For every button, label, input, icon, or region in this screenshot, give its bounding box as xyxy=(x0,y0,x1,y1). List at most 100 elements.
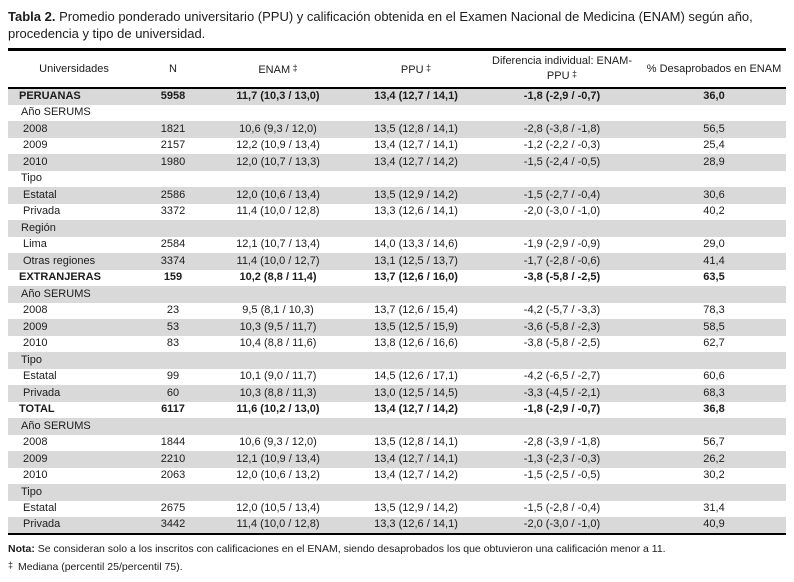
cell-n: 3374 xyxy=(160,254,186,267)
cell-n: 23 xyxy=(166,304,180,317)
column-header-universidades: Universidades xyxy=(39,62,109,75)
cell-diferencia: -4,2 (-5,7 / -3,3) xyxy=(523,304,601,317)
cell-enam: 12,0 (10,6 / 13,2) xyxy=(236,469,320,482)
cell-enam: 12,0 (10,6 / 13,4) xyxy=(236,188,320,201)
table-note: Nota: Se consideran solo a los inscritos… xyxy=(8,542,786,556)
cell-universidades: 2010 xyxy=(23,337,48,350)
cell-enam: 10,2 (8,8 / 11,4) xyxy=(239,271,317,284)
cell-universidades: Lima xyxy=(23,238,47,251)
section-row-regi-n: Región xyxy=(8,220,786,237)
cell-ppu: 13,4 (12,7 / 14,2) xyxy=(374,469,458,482)
table-body: PERUANAS 5958 11,7 (10,3 / 13,0) 13,4 (12,7… xyxy=(8,88,786,534)
cell-diferencia: -1,8 (-2,9 / -0,7) xyxy=(523,403,601,416)
cell-desaprobados: 68,3 xyxy=(703,386,725,399)
section-row-tipo: Tipo xyxy=(8,484,786,501)
cell-diferencia: -1,5 (-2,4 / -0,5) xyxy=(523,155,601,168)
cell-universidades: 2009 xyxy=(23,320,48,333)
cell-universidades: 2009 xyxy=(23,139,48,152)
cell-n: 5958 xyxy=(160,90,186,103)
dagger-footnote-text: Mediana (percentil 25/percentil 75). xyxy=(18,560,183,573)
table-row-estatal: Estatal 2586 12,0 (10,6 / 13,4) 13,5 (12,9 … xyxy=(8,187,786,204)
table-row-privada: Privada 3372 11,4 (10,0 / 12,8) 13,3 (12,6 … xyxy=(8,204,786,221)
cell-universidades: Estatal xyxy=(23,370,57,383)
cell-diferencia: -2,0 (-3,0 / -1,0) xyxy=(523,518,601,531)
cell-universidades: TOTAL xyxy=(19,403,55,416)
note-label: Nota: xyxy=(8,542,35,555)
table-row-2008: 2008 23 9,5 (8,1 / 10,3) 13,7 (12,6 / 15,4)… xyxy=(8,303,786,320)
cell-desaprobados: 29,0 xyxy=(703,238,725,251)
section-label: Año SERUMS xyxy=(21,106,91,119)
cell-ppu: 13,4 (12,7 / 14,1) xyxy=(374,452,458,465)
cell-n: 6117 xyxy=(161,403,185,416)
cell-enam: 10,4 (8,8 / 11,6) xyxy=(239,337,317,350)
cell-diferencia: -1,5 (-2,5 / -0,5) xyxy=(523,469,601,482)
cell-desaprobados: 30,6 xyxy=(703,188,725,201)
cell-universidades: 2010 xyxy=(23,469,48,482)
table-row-total: TOTAL 6117 11,6 (10,2 / 13,0) 13,4 (12,7 / … xyxy=(8,402,786,419)
cell-enam: 9,5 (8,1 / 10,3) xyxy=(242,304,314,317)
double-dagger-icon: ‡ xyxy=(8,559,14,570)
cell-desaprobados: 25,4 xyxy=(703,139,725,152)
cell-universidades: Privada xyxy=(23,518,61,531)
cell-ppu: 14,0 (13,3 / 14,6) xyxy=(374,238,458,251)
cell-desaprobados: 30,2 xyxy=(703,469,725,482)
cell-universidades: Privada xyxy=(23,205,61,218)
cell-universidades: 2008 xyxy=(23,122,48,135)
cell-enam: 11,7 (10,3 / 13,0) xyxy=(236,90,320,103)
cell-ppu: 13,0 (12,5 / 14,5) xyxy=(374,386,458,399)
cell-diferencia: -1,9 (-2,9 / -0,9) xyxy=(523,238,601,251)
cell-diferencia: -4,2 (-6,5 / -2,7) xyxy=(523,370,601,383)
section-row-tipo: Tipo xyxy=(8,352,786,369)
cell-desaprobados: 36,0 xyxy=(703,90,725,103)
cell-ppu: 13,5 (12,9 / 14,2) xyxy=(374,188,458,201)
cell-enam: 11,4 (10,0 / 12,7) xyxy=(236,254,320,267)
cell-universidades: 2009 xyxy=(23,452,48,465)
cell-enam: 11,4 (10,0 / 12,8) xyxy=(236,205,320,218)
cell-desaprobados: 40,2 xyxy=(703,205,725,218)
cell-enam: 10,1 (9,0 / 11,7) xyxy=(239,370,317,383)
cell-ppu: 13,5 (12,8 / 14,1) xyxy=(374,122,458,135)
cell-diferencia: -1,8 (-2,9 / -0,7) xyxy=(523,90,601,103)
results-table: Universidades N ENAM ‡ PPU ‡ Diferencia indi… xyxy=(8,48,786,535)
table-row-otras-regiones: Otras regiones 3374 11,4 (10,0 / 12,7) 13,1… xyxy=(8,253,786,270)
cell-desaprobados: 31,4 xyxy=(703,502,725,515)
cell-ppu: 13,4 (12,7 / 14,2) xyxy=(374,403,458,416)
column-header-ppu: PPU ‡ xyxy=(400,62,432,76)
cell-diferencia: -1,5 (-2,7 / -0,4) xyxy=(523,188,601,201)
header-row: Universidades N ENAM ‡ PPU ‡ Diferencia indi… xyxy=(8,50,786,88)
cell-enam: 12,1 (10,7 / 13,4) xyxy=(236,238,320,251)
cell-n: 2063 xyxy=(160,469,186,482)
cell-n: 53 xyxy=(166,320,180,333)
cell-universidades: Estatal xyxy=(23,188,57,201)
cell-desaprobados: 41,4 xyxy=(703,254,725,267)
cell-universidades: EXTRANJERAS xyxy=(19,271,101,284)
table-row-2010: 2010 1980 12,0 (10,7 / 13,3) 13,4 (12,7 / 1… xyxy=(8,154,786,171)
cell-ppu: 13,5 (12,8 / 14,1) xyxy=(374,436,458,449)
table-row-2009: 2009 2157 12,2 (10,9 / 13,4) 13,4 (12,7 / 1… xyxy=(8,138,786,155)
section-row-tipo: Tipo xyxy=(8,171,786,188)
cell-desaprobados: 36,8 xyxy=(703,403,725,416)
cell-desaprobados: 56,5 xyxy=(703,122,725,135)
cell-n: 3442 xyxy=(160,518,186,531)
cell-enam: 12,1 (10,9 / 13,4) xyxy=(236,452,320,465)
cell-universidades: Estatal xyxy=(23,502,57,515)
cell-desaprobados: 63,5 xyxy=(703,271,725,284)
cell-n: 159 xyxy=(163,271,183,284)
section-row-a-o-serums: Año SERUMS xyxy=(8,418,786,435)
section-row-a-o-serums: Año SERUMS xyxy=(8,286,786,303)
cell-diferencia: -2,8 (-3,9 / -1,8) xyxy=(523,436,601,449)
double-dagger-icon: ‡ xyxy=(290,62,298,73)
cell-desaprobados: 28,9 xyxy=(703,155,725,168)
cell-enam: 11,4 (10,0 / 12,8) xyxy=(236,518,320,531)
table-row-estatal: Estatal 99 10,1 (9,0 / 11,7) 14,5 (12,6 / 1… xyxy=(8,369,786,386)
double-dagger-icon: ‡ xyxy=(569,69,578,79)
column-header-desaprobados: % Desaprobados en ENAM xyxy=(646,62,782,75)
cell-ppu: 13,5 (12,5 / 15,9) xyxy=(374,320,458,333)
table-row-estatal: Estatal 2675 12,0 (10,5 / 13,4) 13,5 (12,9 … xyxy=(8,501,786,518)
cell-desaprobados: 26,2 xyxy=(703,452,725,465)
cell-universidades: Privada xyxy=(23,386,61,399)
cell-diferencia: -2,0 (-3,0 / -1,0) xyxy=(523,205,601,218)
cell-diferencia: -1,5 (-2,8 / -0,4) xyxy=(523,502,601,515)
cell-diferencia: -3,3 (-4,5 / -2,1) xyxy=(523,386,601,399)
